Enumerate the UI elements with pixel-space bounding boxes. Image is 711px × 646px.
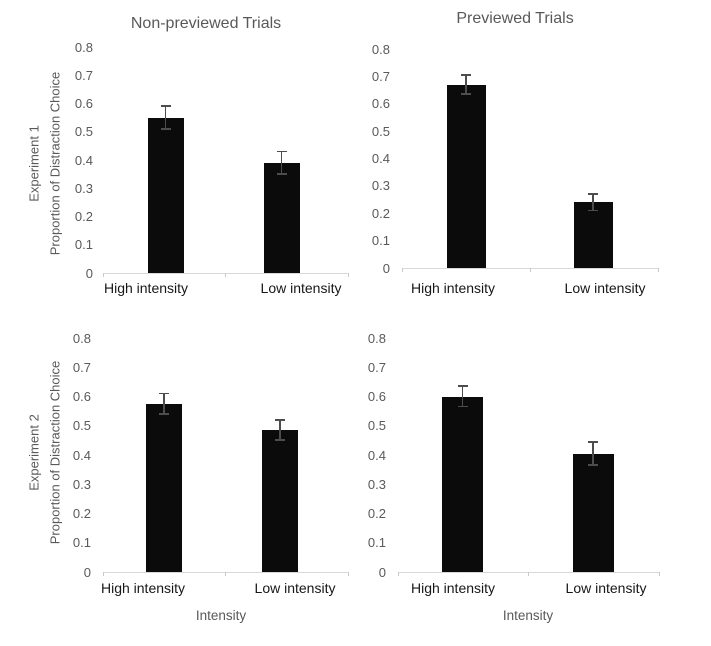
error-bar-cap-bottom bbox=[160, 127, 171, 130]
y-tick-label: 0.2 bbox=[74, 209, 93, 224]
x-axis-tick bbox=[657, 268, 659, 272]
y-tick-label: 0.2 bbox=[72, 506, 91, 521]
y-tick-label: 0.4 bbox=[72, 447, 91, 463]
y-tick-label: 0.3 bbox=[74, 180, 93, 196]
error-bar-cap-top bbox=[588, 193, 598, 195]
y-tick-label: 0.4 bbox=[371, 151, 390, 166]
x-axis-tick bbox=[529, 268, 531, 272]
x-axis-tick bbox=[401, 268, 403, 272]
bar-high-intensity bbox=[446, 84, 486, 268]
error-bar-cap-top bbox=[461, 74, 471, 76]
x-axis-tick bbox=[397, 572, 399, 576]
x-axis-tick bbox=[225, 273, 226, 277]
category-label: Low intensity bbox=[564, 280, 646, 296]
x-axis-tick bbox=[102, 273, 104, 277]
error-bar-cap-top bbox=[457, 385, 468, 387]
y-tick-label: 0.3 bbox=[367, 476, 386, 492]
y-tick-label: 0.7 bbox=[367, 359, 386, 375]
error-bar bbox=[279, 419, 281, 441]
y-tick-label: 0.7 bbox=[74, 67, 93, 83]
bar-high-intensity bbox=[146, 403, 182, 572]
y-tick-label: 0.8 bbox=[72, 330, 91, 346]
x-axis-title: Intensity bbox=[195, 608, 247, 623]
category-label: Low intensity bbox=[254, 580, 336, 596]
y-tick-label: 0.6 bbox=[367, 389, 386, 404]
y-tick-label: 0.8 bbox=[371, 41, 390, 57]
y-tick-label: 0.3 bbox=[72, 476, 91, 492]
y-tick-label: 0.7 bbox=[72, 359, 91, 375]
y-tick-label: 0.7 bbox=[371, 68, 390, 84]
y-tick-label: 0.8 bbox=[74, 39, 93, 55]
error-bar bbox=[461, 386, 464, 407]
x-axis-tick bbox=[102, 572, 104, 576]
error-bar bbox=[163, 393, 165, 415]
y-tick-label: 0.8 bbox=[367, 330, 386, 346]
error-bar-cap-bottom bbox=[275, 439, 285, 442]
bar-low-intensity bbox=[262, 430, 298, 572]
x-axis-tick bbox=[658, 572, 660, 576]
error-bar-cap-bottom bbox=[588, 464, 598, 466]
x-axis-tick bbox=[347, 572, 349, 576]
x-axis-tick bbox=[225, 572, 226, 576]
error-bar-cap-top bbox=[159, 392, 169, 395]
x-axis-title: Intensity bbox=[502, 608, 554, 623]
error-bar-cap-bottom bbox=[276, 173, 287, 175]
y-tick-label: 0.5 bbox=[367, 418, 386, 434]
chart-title: Previewed Trials bbox=[456, 10, 574, 27]
bar-high-intensity bbox=[147, 117, 184, 273]
category-label: High intensity bbox=[103, 280, 189, 296]
y-tick-label: 0.6 bbox=[371, 96, 390, 112]
category-label: Low intensity bbox=[565, 580, 647, 596]
y-tick-label: 0.1 bbox=[367, 535, 386, 551]
bar-low-intensity bbox=[572, 453, 614, 572]
x-axis-tick bbox=[347, 273, 349, 277]
error-bar-cap-top bbox=[160, 105, 171, 107]
bar-low-intensity bbox=[573, 202, 613, 268]
error-bar-cap-top bbox=[276, 150, 287, 153]
category-label: High intensity bbox=[100, 580, 186, 596]
error-bar-cap-top bbox=[588, 440, 598, 443]
y-tick-label: 0.6 bbox=[74, 96, 93, 111]
y-tick-label: 0 bbox=[382, 260, 390, 276]
category-label: High intensity bbox=[410, 580, 496, 596]
category-label: High intensity bbox=[410, 280, 496, 296]
error-bar bbox=[592, 194, 594, 211]
chart-title: Non-previewed Trials bbox=[130, 15, 282, 32]
category-label: Low intensity bbox=[260, 280, 342, 296]
y-tick-label: 0 bbox=[83, 564, 91, 580]
y-tick-label: 0.2 bbox=[371, 205, 390, 221]
y-tick-label: 0.3 bbox=[371, 178, 390, 194]
y-tick-label: 0.1 bbox=[371, 233, 390, 249]
y-tick-label: 0.4 bbox=[367, 447, 386, 463]
bar-high-intensity bbox=[442, 396, 483, 572]
y-tick-label: 0 bbox=[378, 564, 386, 580]
bar-low-intensity bbox=[263, 162, 300, 273]
error-bar-cap-top bbox=[275, 418, 285, 421]
y-tick-label: 0.2 bbox=[367, 506, 386, 521]
error-bar bbox=[592, 441, 594, 466]
error-bar bbox=[465, 75, 467, 95]
y-tick-label: 0.5 bbox=[72, 418, 91, 434]
x-axis-tick bbox=[528, 572, 529, 576]
error-bar-cap-bottom bbox=[457, 405, 468, 408]
y-tick-label: 0 bbox=[85, 265, 93, 281]
error-bar-cap-bottom bbox=[588, 209, 598, 212]
y-tick-label: 0.1 bbox=[74, 237, 93, 253]
error-bar-cap-bottom bbox=[159, 413, 169, 415]
error-bar-cap-bottom bbox=[461, 93, 471, 95]
y-tick-label: 0.4 bbox=[74, 152, 93, 168]
y-tick-label: 0.1 bbox=[72, 535, 91, 551]
y-tick-label: 0.5 bbox=[371, 123, 390, 139]
error-bar bbox=[280, 151, 283, 175]
y-tick-label: 0.5 bbox=[74, 124, 93, 140]
error-bar bbox=[164, 106, 167, 129]
y-tick-label: 0.6 bbox=[72, 389, 91, 404]
